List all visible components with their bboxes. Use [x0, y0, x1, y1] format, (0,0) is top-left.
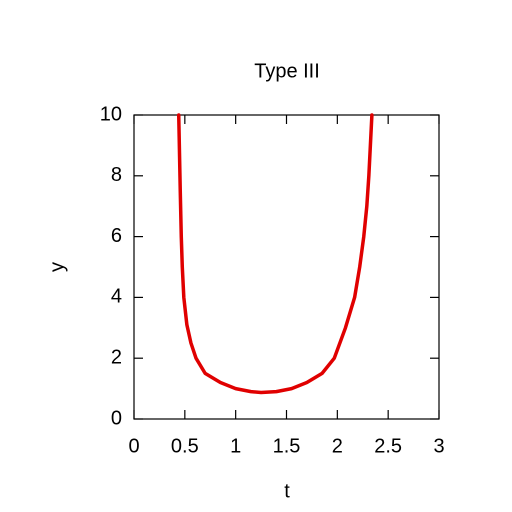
chart-title: Type III — [254, 60, 320, 82]
x-axis-label: t — [284, 480, 290, 502]
x-tick-label: 2 — [332, 435, 343, 457]
y-tick-label: 0 — [111, 407, 122, 429]
y-tick-label: 8 — [111, 164, 122, 186]
x-tick-label: 0 — [128, 435, 139, 457]
data-line — [176, 113, 374, 395]
y-axis-label: y — [46, 262, 68, 272]
x-tick-label: 0.5 — [171, 435, 199, 457]
x-tick-label: 1.5 — [273, 435, 301, 457]
x-tick-label: 2.5 — [374, 435, 402, 457]
y-tick-label: 2 — [111, 346, 122, 368]
y-tick-label: 4 — [111, 286, 122, 308]
y-tick-label: 10 — [100, 103, 122, 125]
x-tick-label: 3 — [433, 435, 444, 457]
x-tick-label: 1 — [230, 435, 241, 457]
y-tick-label: 6 — [111, 225, 122, 247]
